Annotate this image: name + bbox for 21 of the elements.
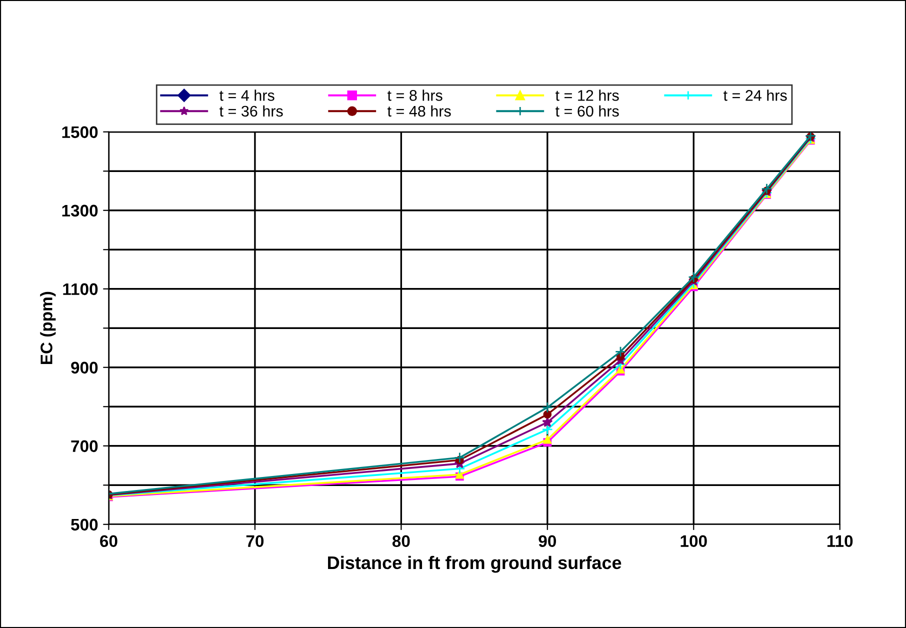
y-tick-label: 1300 xyxy=(62,204,98,217)
x-tick-label: 70 xyxy=(246,535,264,548)
x-tick-label: 80 xyxy=(392,535,410,548)
y-tick-label: 900 xyxy=(71,362,98,374)
legend-label: t = 48 hrs xyxy=(387,105,451,117)
legend-label: t = 36 hrs xyxy=(219,105,283,117)
legend-label: t = 4 hrs xyxy=(219,90,274,101)
x-tick-label: 100 xyxy=(680,535,707,548)
x-tick-label: 60 xyxy=(100,535,118,548)
legend-label: t = 24 hrs xyxy=(724,90,787,101)
y-tick-label: 1100 xyxy=(63,283,98,296)
y-tick-label: 1500 xyxy=(62,126,98,138)
x-axis-title: Distance in ft from ground surface xyxy=(328,556,622,573)
y-tick-label: 500 xyxy=(71,518,98,531)
legend-label: t = 60 hrs xyxy=(555,105,619,117)
legend-label: t = 12 hrs xyxy=(555,90,619,101)
y-tick-label: 700 xyxy=(71,440,98,452)
y-axis-title: EC (ppm) xyxy=(40,292,56,364)
x-tick-label: 90 xyxy=(538,535,556,548)
legend-label: t = 8 hrs xyxy=(387,90,442,101)
x-tick-label: 110 xyxy=(827,535,853,548)
